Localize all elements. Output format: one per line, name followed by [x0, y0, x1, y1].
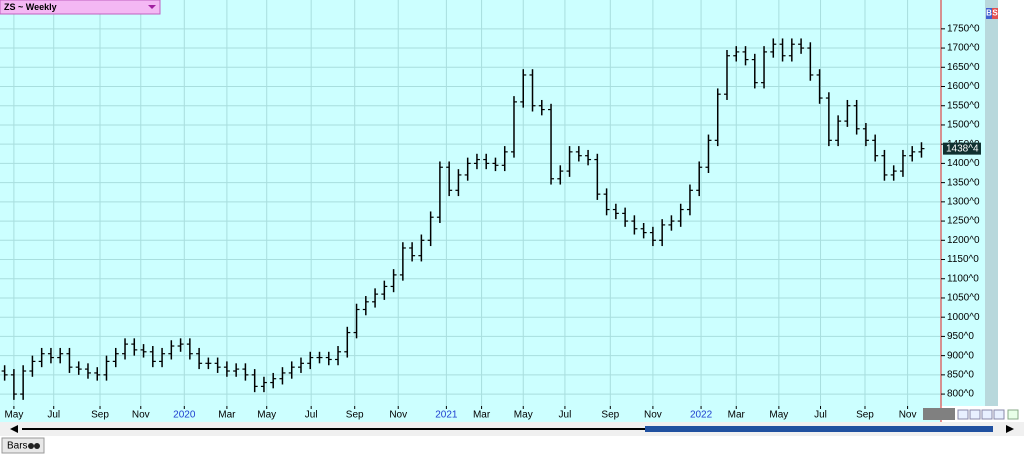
badge-b[interactable]: B — [986, 9, 992, 18]
x-tick-label: Sep — [91, 410, 109, 421]
tab-label: Bars — [7, 441, 28, 452]
y-tick-label: 1400^0 — [947, 158, 980, 169]
tool-button[interactable] — [957, 409, 969, 420]
tab-bar — [0, 436, 1024, 456]
x-tick-label: 2021 — [435, 410, 458, 421]
y-tick-label: 900^0 — [947, 350, 974, 361]
y-tick-label: 1700^0 — [947, 43, 980, 54]
scroll-right[interactable] — [1006, 425, 1014, 433]
scroll-thumb[interactable] — [645, 426, 993, 432]
x-tick-label: Nov — [389, 410, 407, 421]
y-tick-label: 1250^0 — [947, 216, 980, 227]
x-tick-label: Nov — [644, 410, 662, 421]
x-tick-label: Mar — [728, 410, 746, 421]
title-dropdown[interactable] — [148, 5, 156, 9]
tool-button[interactable] — [1007, 409, 1019, 420]
y-tick-label: 1100^0 — [947, 273, 979, 284]
axis: 800^0 850^0 900^0 950^0 1000^0 1050^0 1100^0 11… — [4, 23, 981, 421]
badge-b-bg — [986, 8, 992, 19]
x-tick-label: May — [769, 410, 788, 421]
last-price-marker — [943, 142, 981, 155]
y-tick-label: 1050^0 — [947, 293, 980, 304]
x-tick-label: May — [257, 410, 276, 421]
toolbar-buttons — [957, 409, 1019, 420]
x-tick-label: Jul — [47, 410, 60, 421]
tab-icon — [34, 443, 40, 449]
tool-button[interactable] — [969, 409, 981, 420]
date-axis-background — [0, 406, 941, 422]
x-tick-label: 2020 — [173, 410, 196, 421]
y-tick-label: 1600^0 — [947, 81, 980, 92]
x-tick-label: May — [4, 410, 23, 421]
y-tick-label: 1000^0 — [947, 312, 980, 323]
x-tick-label: Nov — [132, 410, 150, 421]
badge-s[interactable]: S — [992, 9, 998, 18]
y-tick-label: 800^0 — [947, 389, 974, 400]
x-tick-label: Jul — [559, 410, 572, 421]
x-tick-label: Jul — [305, 410, 318, 421]
tool-button[interactable] — [981, 409, 993, 420]
right-margin — [998, 0, 1024, 406]
x-tick-label: 2022 — [690, 410, 713, 421]
badge-s-bg — [992, 8, 998, 19]
x-tick-label: Sep — [856, 410, 874, 421]
y-tick-label: 1550^0 — [947, 100, 980, 111]
x-tick-label: Nov — [899, 410, 917, 421]
y-tick-label: 1200^0 — [947, 235, 980, 246]
y-tick-label: 850^0 — [947, 369, 974, 380]
x-tick-label: Mar — [473, 410, 491, 421]
x-tick-label: May — [514, 410, 533, 421]
title-box[interactable] — [0, 0, 161, 15]
scroll-left[interactable] — [10, 425, 18, 433]
chart-title: ZS ~ Weekly — [4, 2, 57, 12]
last-price-label: 1438^4 — [946, 143, 979, 154]
bars — [1, 38, 925, 400]
x-tick-label: Jul — [814, 410, 827, 421]
y-tick-label: 1350^0 — [947, 177, 980, 188]
y-tick-label: 1500^0 — [947, 120, 980, 131]
corner-box — [923, 408, 955, 420]
side-strip — [985, 0, 998, 406]
x-tick-label: Sep — [601, 410, 619, 421]
y-tick-label: 1150^0 — [947, 254, 979, 265]
y-tick-label: 1650^0 — [947, 62, 980, 73]
x-tick-label: Mar — [218, 410, 236, 421]
x-tick-label: Sep — [346, 410, 364, 421]
y-tick-label: 950^0 — [947, 331, 974, 342]
y-tick-label: 1750^0 — [947, 23, 980, 34]
grid — [0, 0, 940, 406]
y-tick-label: 1300^0 — [947, 196, 980, 207]
tool-button[interactable] — [993, 409, 1005, 420]
tab[interactable] — [1, 437, 45, 454]
tab-icon — [28, 443, 34, 449]
